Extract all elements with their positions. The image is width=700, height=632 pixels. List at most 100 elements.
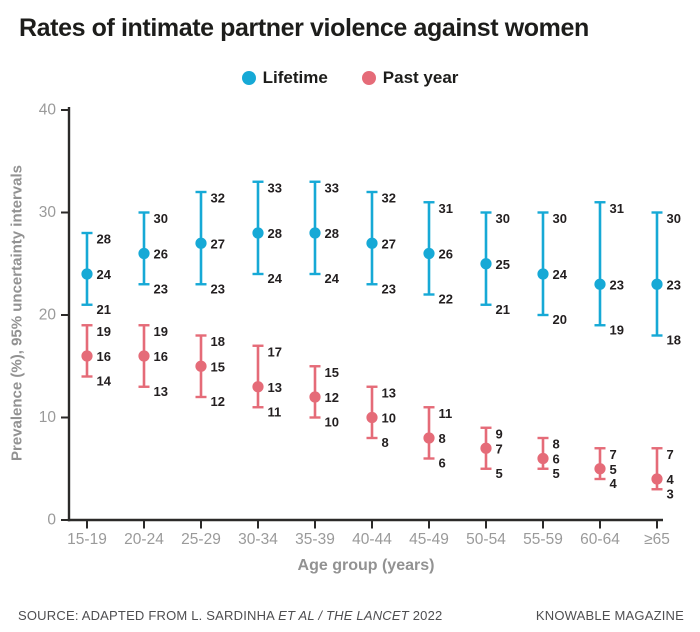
value-label-lower: 19 [610,322,624,337]
value-label-lower: 22 [439,292,453,307]
value-label-upper: 11 [439,406,453,421]
data-point [423,432,435,444]
footer: SOURCE: ADAPTED FROM L. SARDINHA ET AL /… [18,608,684,623]
value-label-lower: 11 [268,404,282,419]
error-bar-group: 7 43 [651,447,675,501]
value-label-center: 4 [667,472,675,487]
data-point [537,268,549,280]
error-bar-group: 31 23 19 [594,201,624,337]
value-label-lower: 13 [154,384,168,399]
value-label-upper: 30 [154,211,168,226]
legend-item-lifetime: Lifetime [241,68,328,88]
past-year-dot-icon [361,71,376,85]
data-point [594,278,606,290]
error-bar-group: 17 13 11 [252,344,282,419]
value-label-lower: 3 [667,486,674,501]
chart-title: Rates of intimate partner violence again… [19,14,589,42]
data-point [252,227,264,239]
data-point [651,278,663,290]
value-label-upper: 30 [496,211,510,226]
series-past-year: 1916141916131815121713111512101310811869… [81,324,675,501]
x-tick-label: 55-59 [523,531,563,548]
x-tick-label: 30-34 [238,531,278,548]
value-label-center: 16 [154,349,168,364]
value-label-upper: 17 [268,344,282,359]
data-point [480,258,492,270]
y-tick-label: 20 [39,307,57,324]
value-label-center: 12 [325,390,339,405]
error-bar-group: 15 12 10 [309,365,339,430]
value-label-center: 10 [382,411,396,426]
value-label-lower: 21 [97,302,111,317]
value-label-center: 23 [610,277,624,292]
data-point [480,442,492,454]
legend-item-past-year: Past year [361,68,459,88]
legend-label-past-year: Past year [382,68,459,87]
value-label-upper: 33 [325,180,339,195]
x-axis-title: Age group (years) [297,557,435,574]
x-tick-label: 60-64 [580,531,620,548]
error-bar-group: 33 28 24 [252,180,283,286]
value-label-lower: 6 [439,456,446,471]
legend-label-lifetime: Lifetime [262,68,328,87]
error-bar-group: 32 27 23 [366,191,396,296]
value-label-lower: 20 [553,312,567,327]
value-label-center: 25 [496,257,510,272]
data-point [195,360,207,372]
value-label-lower: 24 [268,271,283,286]
value-label-center: 27 [382,236,396,251]
value-label-lower: 4 [610,476,618,491]
x-tick-label: ≥65 [644,531,670,548]
data-point [195,237,207,249]
error-bar-group: 33 28 24 [309,180,340,286]
source-line: SOURCE: ADAPTED FROM L. SARDINHA ET AL /… [18,608,442,623]
value-label-center: 6 [553,452,560,467]
x-tick-label: 35-39 [295,531,335,548]
data-point [366,411,378,424]
value-label-upper: 30 [553,211,567,226]
y-axis-ticks: 0 10 20 30 40 [39,102,69,529]
value-label-lower: 23 [154,281,168,296]
value-label-lower: 5 [553,466,560,481]
value-label-center: 8 [439,431,446,446]
source-italic: ET AL / THE LANCET [278,608,409,623]
error-bar-group: 30 24 20 [537,211,568,327]
value-label-lower: 5 [496,466,503,481]
value-label-center: 26 [439,247,453,262]
error-bar-group: 97 5 [480,426,503,481]
error-bar-group: 19 16 13 [138,324,168,399]
value-label-center: 28 [325,226,339,241]
x-axis-ticks: 15-19 20-24 25-29 30-34 35-39 40-44 45-49 50-54… [67,521,670,548]
x-tick-label: 20-24 [124,531,164,548]
y-tick-label: 10 [39,409,57,426]
value-label-upper: 19 [97,324,111,339]
value-label-upper: 8 [553,437,560,452]
error-bar-group: 30 25 21 [480,211,510,317]
error-bar-group: 13 10 8 [366,385,396,450]
y-axis-title: Prevalence (%), 95% uncertainty interval… [8,165,26,461]
data-point [366,237,378,249]
value-label-lower: 24 [325,271,340,286]
x-tick-label: 25-29 [181,531,221,548]
x-tick-label: 15-19 [67,531,107,548]
error-bar-group: 18 15 12 [195,334,225,409]
value-label-center: 27 [211,236,225,251]
value-label-lower: 23 [382,281,396,296]
source-suffix: 2022 [408,608,443,623]
series-lifetime: 28 24 21 30 26 23 32 27 23 33 28 24 33 28 24 32 27 23 31 26… [81,180,681,348]
value-label-center: 7 [496,441,503,456]
value-label-center: 23 [667,277,681,292]
data-point [651,473,663,485]
error-bar-group: 865 [537,437,560,481]
magazine-credit: KNOWABLE MAGAZINE [535,608,684,623]
data-point [252,381,264,393]
data-point [537,452,549,465]
x-tick-label: 40-44 [352,531,392,548]
legend: Lifetime Past year [0,68,700,88]
value-label-lower: 21 [496,302,510,317]
source-prefix: SOURCE: ADAPTED FROM L. SARDINHA [18,608,279,623]
value-label-upper: 33 [268,180,282,195]
value-label-center: 24 [97,267,112,282]
error-bar-group: 19 16 14 [81,324,112,389]
error-bar-group: 32 27 23 [195,191,225,296]
